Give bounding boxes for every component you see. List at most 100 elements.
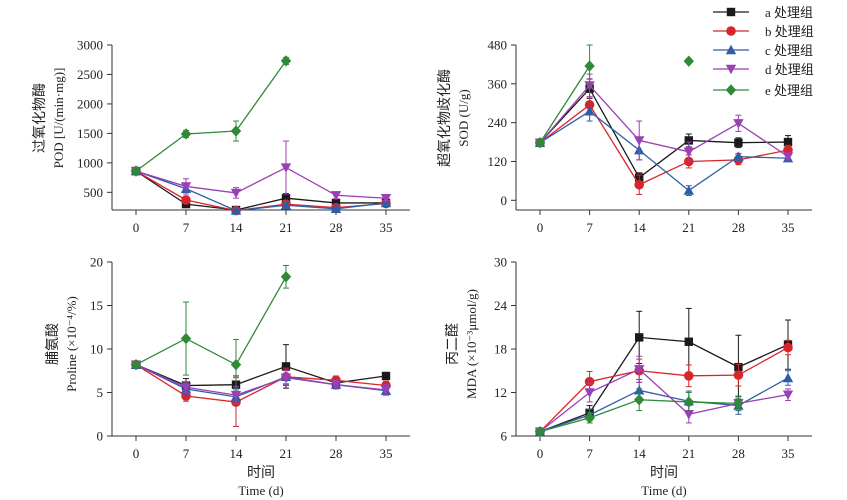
data-point	[684, 337, 693, 346]
data-point	[180, 383, 192, 393]
data-point	[584, 60, 595, 72]
series-line	[135, 170, 387, 212]
data-point	[280, 373, 292, 383]
data-point	[330, 380, 342, 390]
sod-ylabel-en: SOD (U/g)	[456, 89, 471, 146]
data-point	[280, 55, 292, 67]
legend-marker	[726, 7, 736, 17]
data-point	[733, 151, 744, 161]
data-point	[634, 136, 645, 146]
data-point	[584, 388, 595, 398]
data-point	[584, 376, 595, 387]
data-point	[130, 358, 142, 371]
x-tick-label: 21	[682, 220, 695, 235]
series-line	[539, 368, 789, 433]
y-tick-label: 0	[501, 193, 508, 208]
data-point	[230, 188, 242, 199]
legend-marker	[725, 44, 737, 55]
x-tick-label: 35	[380, 220, 393, 235]
data-point	[330, 203, 342, 214]
data-point	[534, 425, 546, 438]
data-point	[684, 371, 694, 381]
data-point	[733, 119, 744, 129]
proline-series-e	[130, 264, 292, 391]
data-point	[683, 396, 694, 408]
data-point	[280, 200, 292, 210]
sod-ylabel-cn: 超氧化物歧化酶	[437, 69, 453, 167]
mda-xlabel-cn: 时间	[650, 465, 678, 481]
data-point	[733, 397, 744, 410]
panel-pod: 过氧化物酶 POD [U/(min·mg)] 500 1000 1500 2000 25…	[32, 38, 410, 235]
data-point	[634, 365, 645, 375]
mda-xlabel-en: Time (d)	[641, 483, 686, 498]
data-point	[783, 137, 793, 147]
legend-entry-d: d 处理组	[713, 62, 814, 77]
legend-label-a: a 处理组	[765, 5, 813, 20]
proline-xlabel-cn: 时间	[247, 465, 275, 481]
x-tick-label: 35	[782, 446, 795, 461]
data-point	[380, 194, 392, 204]
data-point	[230, 390, 242, 401]
data-point	[733, 370, 744, 380]
series-line	[539, 84, 789, 158]
legend-label-b: b 处理组	[765, 24, 814, 39]
y-tick-label: 120	[488, 154, 508, 169]
y-tick-label: 6	[501, 429, 508, 444]
data-point	[683, 410, 694, 420]
legend-marker	[726, 26, 736, 36]
y-tick-label: 1500	[77, 126, 103, 141]
proline-ylabel-cn: 脯氨酸	[45, 323, 61, 365]
legend-label-d: d 处理组	[765, 62, 814, 77]
series-line	[135, 364, 387, 403]
sod-series-d	[534, 73, 794, 162]
proline-ylabel-en: Proline (×10⁻⁴/%)	[64, 296, 79, 392]
data-point	[381, 371, 391, 381]
series-line	[539, 346, 789, 433]
x-tick-label: 28	[732, 446, 745, 461]
y-tick-label: 15	[90, 298, 103, 313]
data-point	[280, 163, 292, 173]
legend-entry-b: b 处理组	[713, 24, 814, 39]
proline-series-b	[131, 359, 391, 427]
panel-proline: 脯氨酸 Proline (×10⁻⁴/%) 时间 Time (d) 0 5 10 15…	[45, 255, 410, 498]
mda-series-e	[534, 388, 744, 438]
data-point	[782, 390, 794, 400]
data-point	[634, 179, 644, 190]
legend-label-c: c 处理组	[765, 43, 813, 58]
mda-ylabel-cn: 丙二醛	[445, 323, 461, 365]
data-point	[683, 185, 694, 195]
legend-marker	[725, 64, 737, 75]
y-tick-label: 2500	[77, 67, 103, 82]
x-tick-label: 21	[280, 446, 293, 461]
y-tick-label: 500	[84, 185, 104, 200]
sod-series-c	[534, 101, 794, 196]
x-tick-label: 28	[732, 220, 745, 235]
x-tick-label: 28	[330, 446, 343, 461]
data-point	[230, 205, 242, 215]
data-point	[180, 128, 192, 140]
sod-series-b	[535, 96, 793, 195]
x-tick-label: 7	[183, 220, 190, 235]
x-tick-label: 0	[537, 220, 544, 235]
x-tick-label: 0	[133, 446, 140, 461]
data-point	[230, 125, 242, 137]
data-point	[634, 394, 645, 406]
x-tick-label: 14	[633, 446, 647, 461]
y-tick-label: 5	[97, 385, 104, 400]
pod-ylabel-en: POD [U/(min·mg)]	[51, 68, 66, 169]
proline-series-d	[130, 360, 392, 405]
mda-series-a	[535, 307, 793, 436]
data-point	[180, 332, 192, 345]
x-tick-label: 14	[230, 220, 244, 235]
y-tick-label: 480	[488, 38, 508, 53]
sod-series-a	[535, 78, 793, 183]
series-line	[539, 103, 789, 186]
x-tick-label: 28	[330, 220, 343, 235]
data-point	[734, 138, 743, 147]
x-tick-label: 7	[183, 446, 190, 461]
y-tick-label: 30	[494, 255, 507, 270]
series-line	[539, 87, 789, 179]
data-point	[130, 165, 142, 177]
series-line	[135, 170, 386, 211]
